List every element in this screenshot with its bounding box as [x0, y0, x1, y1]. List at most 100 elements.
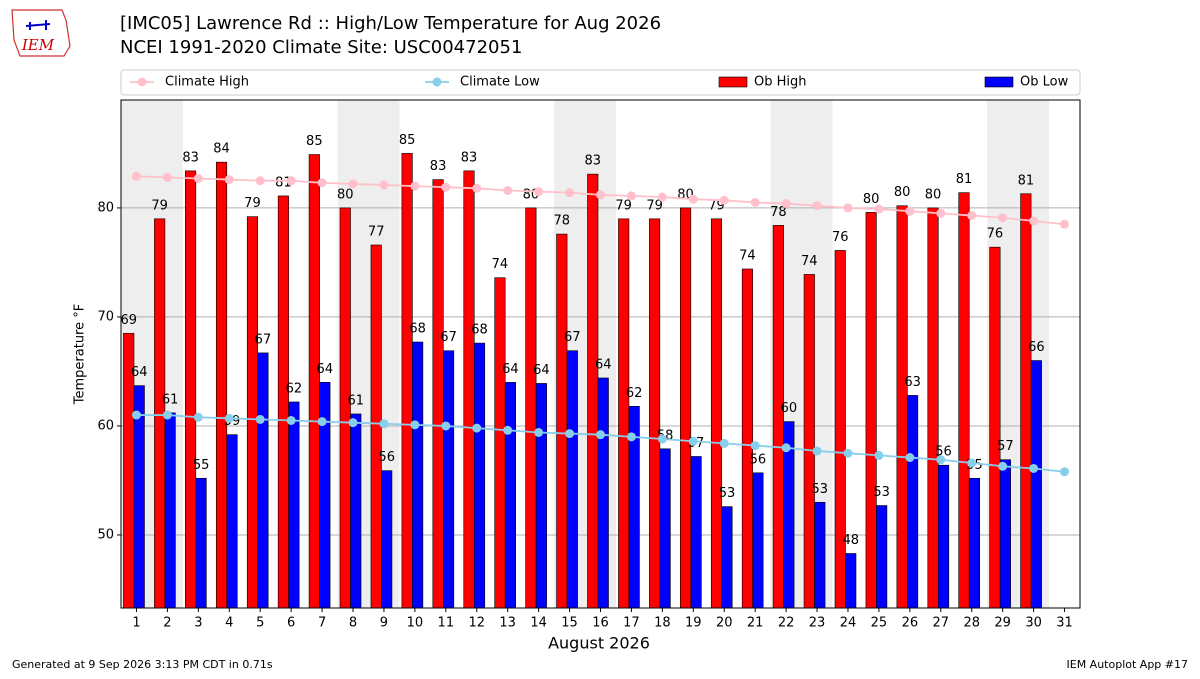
logo-icon [25, 20, 51, 30]
data-label: 85 [306, 134, 323, 149]
bar [845, 553, 857, 609]
bar [721, 506, 733, 609]
x-tick-label: 8 [349, 616, 357, 631]
x-tick-label: 14 [530, 616, 547, 631]
point [379, 180, 389, 190]
data-label: 78 [770, 205, 787, 220]
point [781, 199, 791, 209]
x-tick-label: 2 [163, 616, 171, 631]
x-tick-label: 9 [380, 616, 388, 631]
point [224, 175, 234, 185]
point [874, 450, 884, 460]
bar [865, 211, 877, 609]
bar [401, 153, 413, 609]
data-label: 76 [987, 227, 1004, 242]
data-label: 83 [584, 154, 601, 169]
x-tick-label: 7 [318, 616, 326, 631]
data-label: 60 [781, 401, 798, 416]
point [874, 204, 884, 214]
bar [246, 216, 259, 609]
data-label: 55 [193, 458, 210, 473]
bar [803, 274, 815, 609]
data-label: 84 [213, 142, 230, 157]
bar [185, 170, 197, 609]
y-tick-label: 70 [97, 309, 114, 324]
point [688, 194, 698, 204]
data-label: 64 [533, 363, 550, 378]
bar [814, 501, 826, 609]
logo-text: IEM [21, 36, 55, 54]
data-label: 48 [842, 533, 859, 548]
point [503, 425, 513, 435]
point [719, 438, 729, 448]
x-tick-label: 20 [716, 616, 733, 631]
x-tick-label: 24 [840, 616, 857, 631]
bar [381, 470, 393, 609]
x-tick-label: 18 [654, 616, 671, 631]
bar [226, 434, 238, 609]
x-tick-label: 16 [592, 616, 609, 631]
data-label: 62 [286, 381, 303, 396]
chart-subtitle: NCEI 1991-2020 Climate Site: USC00472051 [120, 37, 522, 58]
bar [473, 342, 486, 609]
data-label: 81 [1018, 173, 1035, 188]
point [317, 178, 327, 188]
data-label: 74 [739, 248, 756, 263]
data-label: 79 [646, 198, 663, 213]
data-label: 64 [595, 357, 612, 372]
legend-marker [432, 77, 442, 87]
data-label: 85 [399, 133, 416, 148]
bar [649, 218, 661, 609]
bar [999, 459, 1011, 609]
point [193, 173, 203, 183]
x-tick-label: 5 [256, 616, 264, 631]
point [162, 172, 172, 182]
data-label: 62 [626, 386, 643, 401]
bar [350, 413, 362, 609]
point [812, 446, 822, 456]
point [998, 213, 1008, 223]
bar [741, 268, 753, 609]
bar [215, 161, 228, 609]
x-tick-label: 3 [194, 616, 202, 631]
bar [772, 225, 784, 609]
footer-left: Generated at 9 Sep 2026 3:13 PM CDT in 0… [12, 658, 273, 671]
legend-box [120, 69, 1081, 96]
data-label: 80 [863, 192, 880, 207]
bar [1020, 193, 1032, 609]
data-label: 61 [347, 393, 364, 408]
bar [680, 207, 692, 609]
point [410, 181, 420, 191]
data-label: 81 [956, 172, 973, 187]
point [224, 413, 234, 423]
point [348, 179, 358, 189]
data-label: 83 [461, 150, 478, 165]
x-tick-label: 1 [132, 616, 140, 631]
point [781, 443, 791, 453]
bar [1030, 360, 1042, 609]
point [472, 183, 482, 193]
point [317, 417, 327, 427]
bar [937, 464, 950, 609]
x-tick-label: 13 [499, 616, 516, 631]
x-tick-label: 17 [623, 616, 640, 631]
plot-frame [120, 99, 1081, 609]
legend-label: Ob Low [1020, 75, 1069, 90]
x-tick-label: 31 [1056, 616, 1073, 631]
point [1060, 467, 1070, 477]
bar [164, 412, 176, 609]
data-label: 61 [162, 392, 179, 407]
point [286, 415, 296, 425]
bar [618, 218, 630, 609]
data-label: 79 [151, 198, 168, 213]
point [596, 190, 605, 200]
point [534, 187, 544, 197]
point [534, 427, 544, 437]
x-tick-label: 22 [778, 616, 795, 631]
footer-right: IEM Autoplot App #17 [1067, 658, 1189, 671]
data-label: 64 [131, 365, 148, 380]
data-label: 69 [120, 313, 137, 328]
x-tick-label: 10 [407, 616, 424, 631]
bar [876, 505, 888, 609]
point [1060, 219, 1070, 229]
